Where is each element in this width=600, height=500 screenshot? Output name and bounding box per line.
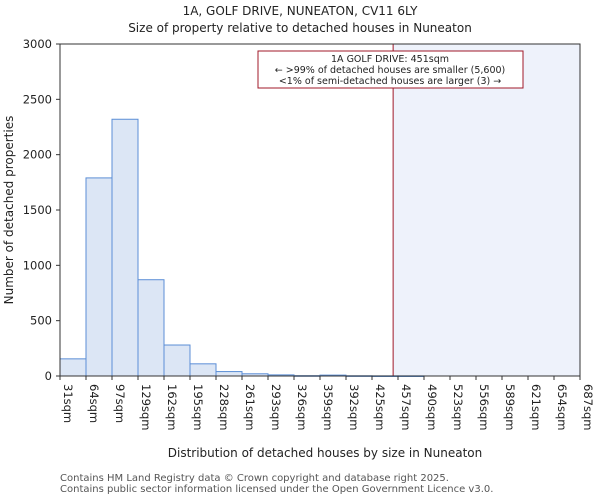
x-tick-label: 425sqm [373, 384, 387, 430]
x-tick-label: 293sqm [269, 384, 283, 430]
chart-subtitle: Size of property relative to detached ho… [128, 21, 472, 35]
y-tick-label: 1500 [23, 203, 52, 217]
y-tick-label: 2500 [23, 92, 52, 106]
footer-line-2: Contains public sector information licen… [60, 484, 494, 495]
x-tick-label: 228sqm [217, 384, 231, 430]
y-axis: 0 500 1000 1500 2000 2500 3000 [23, 37, 60, 383]
y-tick-label: 2000 [23, 148, 52, 162]
y-tick-label: 3000 [23, 37, 52, 51]
x-tick-label: 654sqm [555, 384, 569, 430]
histogram-bar [137, 279, 165, 377]
x-tick-label: 64sqm [87, 384, 101, 423]
above-marker-shade [393, 44, 580, 376]
histogram-bar [215, 371, 243, 377]
histogram-bar [189, 363, 217, 377]
bars-group [59, 118, 425, 377]
annotation-box: 1A GOLF DRIVE: 451sqm ← >99% of detached… [257, 50, 524, 89]
x-tick-label: 687sqm [581, 384, 595, 430]
x-tick-label: 97sqm [113, 384, 127, 423]
y-tick-label: 500 [30, 314, 52, 328]
annotation-line-2: ← >99% of detached houses are smaller (5… [275, 65, 506, 76]
histogram-bar [111, 118, 139, 377]
x-tick-label: 261sqm [243, 384, 257, 430]
x-tick-label: 556sqm [477, 384, 491, 430]
y-tick-label: 1000 [23, 258, 52, 272]
y-tick-label: 0 [45, 369, 52, 383]
x-axis-label: Distribution of detached houses by size … [168, 446, 482, 460]
x-tick-label: 326sqm [295, 384, 309, 430]
x-tick-label: 359sqm [321, 384, 335, 430]
x-tick-label: 129sqm [139, 384, 153, 430]
chart-title: 1A, GOLF DRIVE, NUNEATON, CV11 6LY [183, 4, 419, 18]
x-tick-label: 162sqm [165, 384, 179, 430]
footer-line-1: Contains HM Land Registry data © Crown c… [60, 473, 449, 484]
histogram-bar [163, 344, 191, 377]
x-tick-label: 31sqm [61, 384, 75, 423]
x-tick-label: 621sqm [529, 384, 543, 430]
x-tick-label: 392sqm [347, 384, 361, 430]
x-tick-label: 490sqm [425, 384, 439, 430]
x-tick-label: 195sqm [191, 384, 205, 430]
histogram-bar [85, 177, 113, 377]
annotation-line-3: <1% of semi-detached houses are larger (… [279, 76, 501, 87]
x-tick-label: 523sqm [451, 384, 465, 430]
x-axis: 31sqm 64sqm 97sqm 129sqm 162sqm 195sqm 228sqm 2… [59, 376, 595, 430]
histogram-bar [59, 358, 87, 377]
x-tick-label: 457sqm [399, 384, 413, 430]
annotation-line-1: 1A GOLF DRIVE: 451sqm [331, 54, 449, 65]
x-tick-label: 589sqm [503, 384, 517, 430]
y-axis-label: Number of detached properties [2, 116, 16, 305]
